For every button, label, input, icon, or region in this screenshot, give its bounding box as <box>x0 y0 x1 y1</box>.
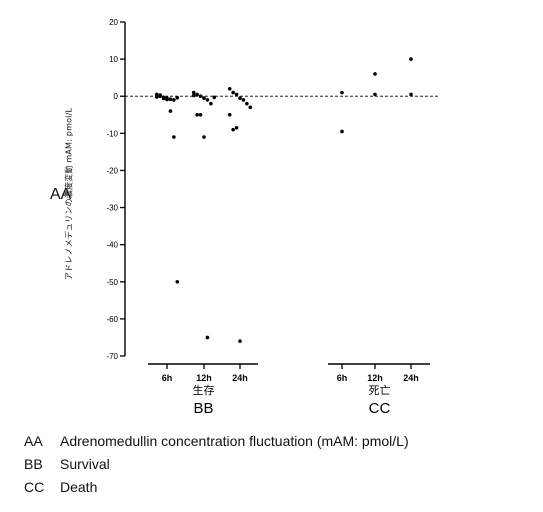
legend-key: BB <box>24 453 60 476</box>
group-code-label: BB <box>193 400 213 417</box>
y-tick-label: -50 <box>106 278 118 287</box>
data-point <box>228 113 232 117</box>
data-point <box>409 93 413 97</box>
legend-item-bb: BBSurvival <box>24 453 409 476</box>
aa-label: AA <box>50 186 71 204</box>
data-point <box>162 97 166 101</box>
group-label: 生存 <box>193 383 215 397</box>
data-point <box>175 280 179 284</box>
x-tick-label: 24h <box>232 373 248 383</box>
data-point <box>192 94 196 98</box>
y-tick-label: -60 <box>106 315 118 324</box>
y-tick-label: -40 <box>106 241 118 250</box>
data-point <box>158 93 162 97</box>
y-tick-label: -20 <box>106 166 118 175</box>
data-point <box>195 93 199 97</box>
y-tick-label: -10 <box>106 129 118 138</box>
data-point <box>169 109 173 113</box>
data-point <box>231 91 235 95</box>
data-point <box>206 98 210 102</box>
data-point <box>409 57 413 61</box>
data-point <box>340 130 344 134</box>
legend-text: Survival <box>60 456 110 472</box>
data-point <box>373 93 377 97</box>
data-point <box>235 126 239 130</box>
data-point <box>242 98 246 102</box>
data-point <box>245 102 249 106</box>
group-label: 死亡 <box>369 383 391 397</box>
y-tick-label: 20 <box>109 18 118 27</box>
x-tick-label: 24h <box>403 373 419 383</box>
legend-text: Adrenomedullin concentration fluctuation… <box>60 433 409 449</box>
group-code-label: CC <box>369 400 391 417</box>
data-point <box>235 93 239 97</box>
data-point <box>172 135 176 139</box>
legend-key: AA <box>24 430 60 453</box>
data-point <box>206 336 210 340</box>
legend-key: CC <box>24 476 60 499</box>
x-tick-label: 12h <box>367 373 383 383</box>
legend-item-cc: CCDeath <box>24 476 409 499</box>
legend-text: Death <box>60 479 97 495</box>
legend-item-aa: AAAdrenomedullin concentration fluctuati… <box>24 430 409 453</box>
data-point <box>195 113 199 117</box>
data-point <box>373 72 377 76</box>
data-point <box>202 135 206 139</box>
data-point <box>165 98 169 102</box>
data-point <box>340 91 344 95</box>
data-point <box>248 106 252 110</box>
x-tick-label: 6h <box>337 373 348 383</box>
scatter-chart: 20 10 0 -10 -20 -30 -40 -50 -60 -70 6h 12h 24h 生存 BB 6h… <box>0 0 543 430</box>
data-point <box>175 96 179 100</box>
data-point <box>172 98 176 102</box>
data-point <box>199 94 203 98</box>
x-tick-label: 12h <box>196 373 212 383</box>
data-point <box>238 96 242 100</box>
x-tick-label: 6h <box>162 373 173 383</box>
data-point <box>199 113 203 117</box>
data-point <box>169 97 173 101</box>
data-point <box>238 339 242 343</box>
y-tick-label: -30 <box>106 204 118 213</box>
data-point <box>231 128 235 132</box>
data-point <box>202 96 206 100</box>
y-tick-label: -70 <box>106 352 118 361</box>
data-point <box>212 96 216 100</box>
legend: AAAdrenomedullin concentration fluctuati… <box>24 430 409 499</box>
data-point <box>209 102 213 106</box>
data-point <box>228 87 232 91</box>
data-point <box>155 95 159 99</box>
y-tick-label: 10 <box>109 55 118 64</box>
y-tick-label: 0 <box>114 92 119 101</box>
